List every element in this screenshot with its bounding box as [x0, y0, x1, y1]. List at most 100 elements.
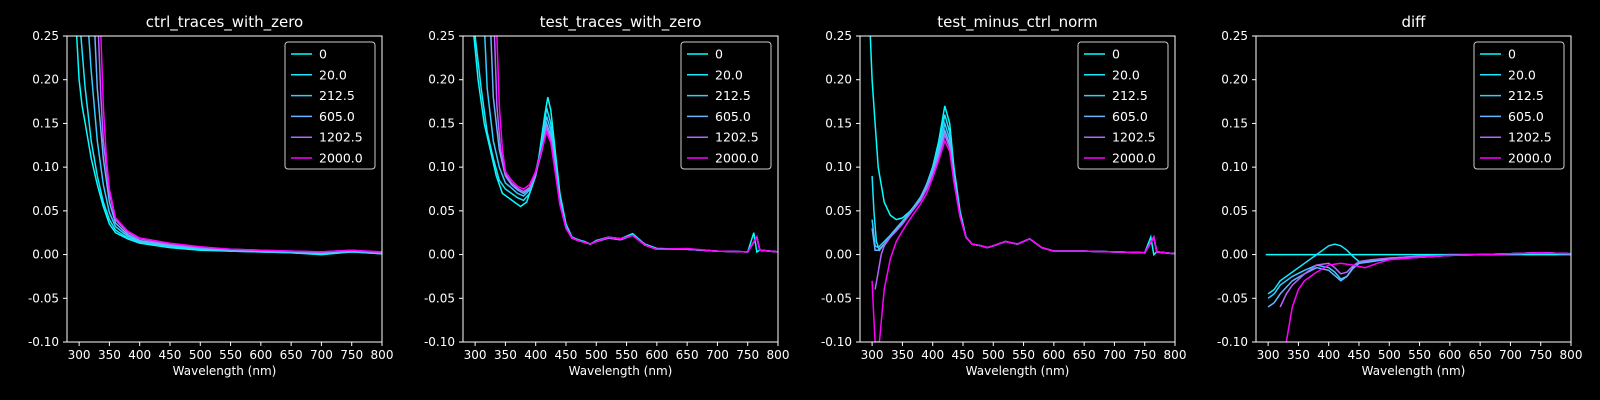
x-tick-label: 750 [340, 348, 363, 362]
legend-label: 2000.0 [715, 151, 759, 166]
legend: 0 20.0 212.5 605.0 1202.5 2000.0 [1077, 41, 1169, 170]
x-tick-label: 350 [98, 348, 121, 362]
series-group [869, 36, 1175, 342]
legend-label: 2000.0 [1112, 151, 1156, 166]
x-tick-label: 350 [891, 348, 914, 362]
chart-panel-3: diff 300 350 400 450 500 550 600 650 700 750 800 -0.… [1217, 13, 1583, 378]
x-tick-label: 500 [189, 348, 212, 362]
y-tick-label: 0.05 [1221, 204, 1248, 218]
x-tick-label: 650 [280, 348, 303, 362]
x-axis-label: Wavelength (nm) [1362, 364, 1466, 378]
y-tick-label: 0.05 [32, 204, 59, 218]
legend-label: 212.5 [1508, 88, 1544, 103]
plot-frame [66, 35, 383, 343]
y-tick-label: 0.20 [428, 73, 455, 87]
series-group [75, 36, 382, 256]
y-tick-label: -0.10 [28, 335, 59, 349]
x-tick-label: 700 [1499, 348, 1522, 362]
x-tick-label: 800 [371, 348, 394, 362]
x-tick-label: 700 [310, 348, 333, 362]
legend-label: 212.5 [1112, 88, 1148, 103]
y-tick-label: -0.05 [28, 291, 59, 305]
x-tick-label: 400 [524, 348, 547, 362]
legend-label: 605.0 [1112, 109, 1148, 124]
series-line-2000.0 [496, 36, 778, 253]
x-tick-label: 450 [952, 348, 975, 362]
x-tick-label: 500 [1378, 348, 1401, 362]
x-tick-label: 400 [921, 348, 944, 362]
series-line-1202.5 [1279, 252, 1571, 308]
series-group [473, 36, 778, 254]
y-tick-label: 0.00 [825, 248, 852, 262]
x-tick-label: 550 [1012, 348, 1035, 362]
y-tick-label: 0.15 [428, 116, 455, 130]
x-tick-label: 350 [1287, 348, 1310, 362]
y-tick-label: 0.25 [32, 29, 59, 43]
x-tick-label: 550 [615, 348, 638, 362]
y-tick-label: 0.25 [825, 29, 852, 43]
x-tick-label: 800 [1560, 348, 1583, 362]
legend-label: 0 [1508, 47, 1516, 62]
y-tick-label: -0.05 [424, 291, 455, 305]
x-tick-label: 300 [68, 348, 91, 362]
x-tick-label: 700 [1103, 348, 1126, 362]
x-tick-label: 450 [159, 348, 182, 362]
chart-panel-1: test_traces_with_zero 300 350 400 450 500 550 6… [424, 13, 790, 378]
x-tick-label: 750 [1133, 348, 1156, 362]
plot-frame [462, 35, 779, 343]
y-tick-label: -0.10 [821, 335, 852, 349]
legend-label: 20.0 [1112, 67, 1140, 82]
chart-panel-0: ctrl_traces_with_zero 300 350 400 450 500 550 6… [28, 13, 394, 378]
legend-label: 0 [715, 47, 723, 62]
legend-label: 20.0 [715, 67, 743, 82]
x-axis-label: Wavelength (nm) [569, 364, 673, 378]
legend-label: 1202.5 [1508, 130, 1552, 145]
x-tick-label: 500 [585, 348, 608, 362]
y-tick-label: 0.00 [32, 248, 59, 262]
x-tick-label: 550 [1408, 348, 1431, 362]
y-tick-label: 0.10 [825, 160, 852, 174]
chart-panel-2: test_minus_ctrl_norm 300 350 400 450 500 550 60… [821, 13, 1187, 378]
x-tick-label: 300 [861, 348, 884, 362]
x-tick-label: 350 [494, 348, 517, 362]
y-tick-label: 0.05 [428, 204, 455, 218]
y-tick-label: -0.10 [1217, 335, 1248, 349]
series-line-605.0 [94, 36, 382, 254]
x-tick-label: 400 [1317, 348, 1340, 362]
chart-title: test_minus_ctrl_norm [937, 13, 1098, 32]
series-line-212.5 [1267, 252, 1571, 299]
legend-label: 1202.5 [319, 130, 363, 145]
y-tick-label: 0.15 [1221, 116, 1248, 130]
y-tick-label: 0.10 [1221, 160, 1248, 174]
legend-label: 0 [1112, 47, 1120, 62]
x-tick-label: 600 [1042, 348, 1065, 362]
legend-label: 212.5 [715, 88, 751, 103]
series-line-2000.0 [100, 36, 382, 253]
y-tick-label: 0.25 [428, 29, 455, 43]
y-tick-label: 0.15 [825, 116, 852, 130]
y-tick-label: 0.20 [32, 73, 59, 87]
x-tick-label: 800 [1164, 348, 1187, 362]
chart-title: ctrl_traces_with_zero [146, 13, 303, 32]
legend-label: 605.0 [1508, 109, 1544, 124]
x-tick-label: 650 [676, 348, 699, 362]
legend-label: 605.0 [319, 109, 355, 124]
legend: 0 20.0 212.5 605.0 1202.5 2000.0 [1473, 41, 1565, 170]
chart-title: diff [1401, 13, 1426, 31]
plot-frame [1255, 35, 1572, 343]
series-line-2000.0 [871, 138, 1175, 342]
legend: 0 20.0 212.5 605.0 1202.5 2000.0 [284, 41, 376, 170]
x-axis-label: Wavelength (nm) [173, 364, 277, 378]
y-tick-label: 0.20 [825, 73, 852, 87]
x-tick-label: 600 [645, 348, 668, 362]
x-tick-label: 700 [706, 348, 729, 362]
y-tick-label: 0.00 [1221, 248, 1248, 262]
x-tick-label: 750 [1529, 348, 1552, 362]
y-tick-label: 0.05 [825, 204, 852, 218]
y-tick-label: 0.00 [428, 248, 455, 262]
series-line-2000.0 [1285, 252, 1571, 342]
y-tick-label: -0.05 [1217, 291, 1248, 305]
y-tick-label: -0.05 [821, 291, 852, 305]
y-tick-label: 0.15 [32, 116, 59, 130]
